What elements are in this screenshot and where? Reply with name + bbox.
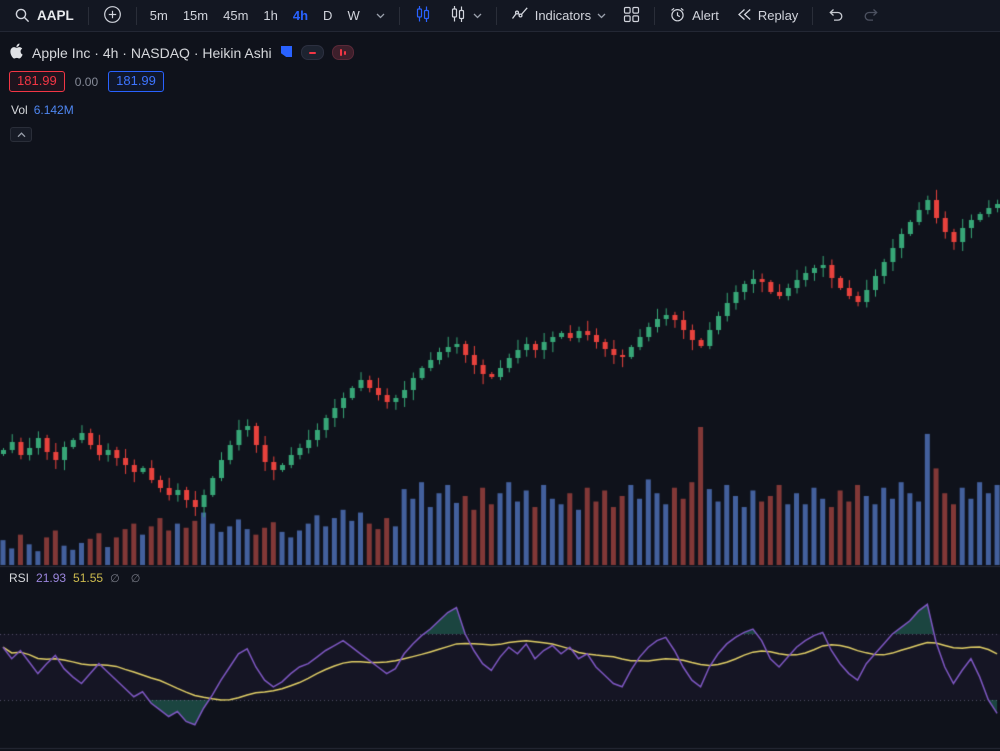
price-chart-canvas[interactable] bbox=[0, 32, 1000, 751]
redo-button[interactable] bbox=[854, 3, 888, 29]
rsi-legend: RSI 21.93 51.55 ∅ ∅ bbox=[9, 571, 144, 585]
symbol-label: AAPL bbox=[37, 8, 74, 23]
timeframe-4h[interactable]: 4h bbox=[286, 3, 315, 29]
rsi-label[interactable]: RSI bbox=[9, 571, 30, 585]
candlestick-style-icon bbox=[449, 5, 467, 26]
replay-label: Replay bbox=[757, 8, 799, 23]
timeframe-45m[interactable]: 45m bbox=[216, 3, 255, 29]
chevron-down-icon bbox=[376, 13, 385, 19]
add-symbol-button[interactable] bbox=[95, 3, 130, 29]
alert-button[interactable]: Alert bbox=[661, 3, 727, 29]
symbol-legend: Apple Inc · 4h · NASDAQ · Heikin Ashi bbox=[9, 43, 354, 62]
rsi-empty-markers: ∅ ∅ bbox=[110, 572, 145, 585]
heikin-ashi-style-icon bbox=[414, 5, 432, 26]
toolbar-separator bbox=[812, 6, 814, 25]
plus-circle-icon bbox=[103, 5, 122, 27]
alarm-clock-icon bbox=[669, 6, 686, 26]
rsi-value: 21.93 bbox=[36, 571, 67, 585]
price-change: 0.00 bbox=[74, 74, 99, 89]
ask-price: 181.99 bbox=[108, 71, 164, 92]
symbol-title[interactable]: Apple Inc · 4h · NASDAQ · Heikin Ashi bbox=[32, 44, 272, 61]
grid-layout-icon bbox=[623, 6, 640, 26]
timeframe-5m[interactable]: 5m bbox=[143, 3, 175, 29]
chart-area: Apple Inc · 4h · NASDAQ · Heikin Ashi 18… bbox=[0, 32, 1000, 751]
toolbar-separator bbox=[87, 6, 89, 25]
symbol-search[interactable]: AAPL bbox=[6, 3, 82, 29]
redo-arrow-icon bbox=[862, 6, 880, 25]
toolbar-separator bbox=[398, 6, 400, 25]
chevron-up-icon bbox=[17, 131, 25, 137]
legend-toggle-flag[interactable] bbox=[331, 45, 354, 60]
chart-style-active-button[interactable] bbox=[406, 3, 440, 29]
volume-value: 6.142M bbox=[33, 103, 74, 117]
timeframe-1h[interactable]: 1h bbox=[256, 3, 284, 29]
chevron-down-icon bbox=[473, 13, 482, 19]
undo-arrow-icon bbox=[827, 6, 845, 25]
apple-logo-icon bbox=[9, 43, 24, 62]
minus-icon bbox=[308, 51, 316, 54]
undo-button[interactable] bbox=[819, 3, 853, 29]
timeframe-w[interactable]: W bbox=[340, 3, 366, 29]
price-readout: 181.99 0.00 181.99 bbox=[9, 71, 164, 92]
top-toolbar: AAPL 5m 15m 45m 1h 4h D W Indicator bbox=[0, 0, 1000, 32]
bid-price: 181.99 bbox=[9, 71, 65, 92]
rsi-ma-value: 51.55 bbox=[73, 571, 104, 585]
chevron-down-icon bbox=[597, 13, 606, 19]
volume-label: Vol bbox=[11, 103, 28, 117]
timeframe-d[interactable]: D bbox=[316, 3, 339, 29]
indicators-label: Indicators bbox=[534, 8, 592, 23]
toolbar-separator bbox=[495, 6, 497, 25]
timeframe-15m[interactable]: 15m bbox=[176, 3, 215, 29]
search-icon bbox=[14, 7, 31, 24]
indicators-icon bbox=[511, 5, 529, 26]
indicators-button[interactable]: Indicators bbox=[503, 3, 614, 29]
volume-legend: Vol 6.142M bbox=[11, 103, 74, 117]
collapse-pane-button[interactable] bbox=[10, 127, 32, 142]
chart-style-menu-button[interactable] bbox=[441, 3, 490, 29]
replay-button[interactable]: Replay bbox=[728, 3, 806, 29]
timeframe-menu-button[interactable] bbox=[368, 3, 393, 29]
legend-toggle-hide[interactable] bbox=[300, 45, 324, 60]
toolbar-separator bbox=[654, 6, 656, 25]
source-flag-icon[interactable] bbox=[280, 45, 293, 61]
alert-label: Alert bbox=[692, 8, 719, 23]
toolbar-separator bbox=[135, 6, 137, 25]
layout-grid-button[interactable] bbox=[615, 3, 648, 29]
replay-rewind-icon bbox=[736, 7, 752, 25]
